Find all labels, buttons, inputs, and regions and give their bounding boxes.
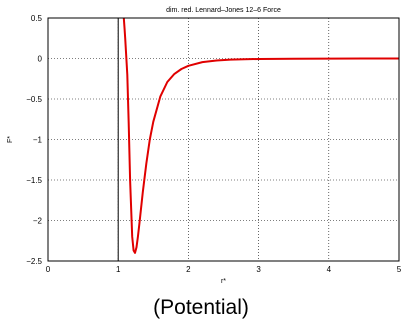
y-tick-label: −2.5: [26, 257, 42, 266]
y-tick-label: −1.5: [26, 176, 42, 185]
x-axis-label: r*: [221, 278, 226, 285]
x-tick-labels: 0 1 2 3 4 5: [46, 265, 402, 274]
x-tick-label: 4: [327, 265, 332, 274]
y-tick-label: −0.5: [26, 95, 42, 104]
force-curve: [122, 17, 399, 254]
x-tick-label: 0: [46, 265, 51, 274]
x-tick-label: 2: [186, 265, 191, 274]
x-tick-label: 3: [256, 265, 261, 274]
grid-lines: [48, 18, 399, 261]
y-tick-label: 0.5: [31, 14, 43, 23]
plot-frame: [47, 17, 400, 262]
y-tick-label: 0: [38, 55, 43, 64]
x-tick-label: 5: [397, 265, 402, 274]
y-axis-label: F*: [7, 136, 14, 143]
series-group: [122, 17, 399, 254]
y-tick-label: −1: [33, 136, 43, 145]
y-tick-labels: 0.5 0 −0.5 −1 −1.5 −2 −2.5: [26, 14, 42, 266]
chart-title: dim. red. Lennard–Jones 12–6 Force: [166, 7, 281, 14]
x-tick-label: 1: [116, 265, 121, 274]
figure-caption: (Potential): [153, 296, 249, 319]
y-tick-label: −2: [33, 217, 43, 226]
